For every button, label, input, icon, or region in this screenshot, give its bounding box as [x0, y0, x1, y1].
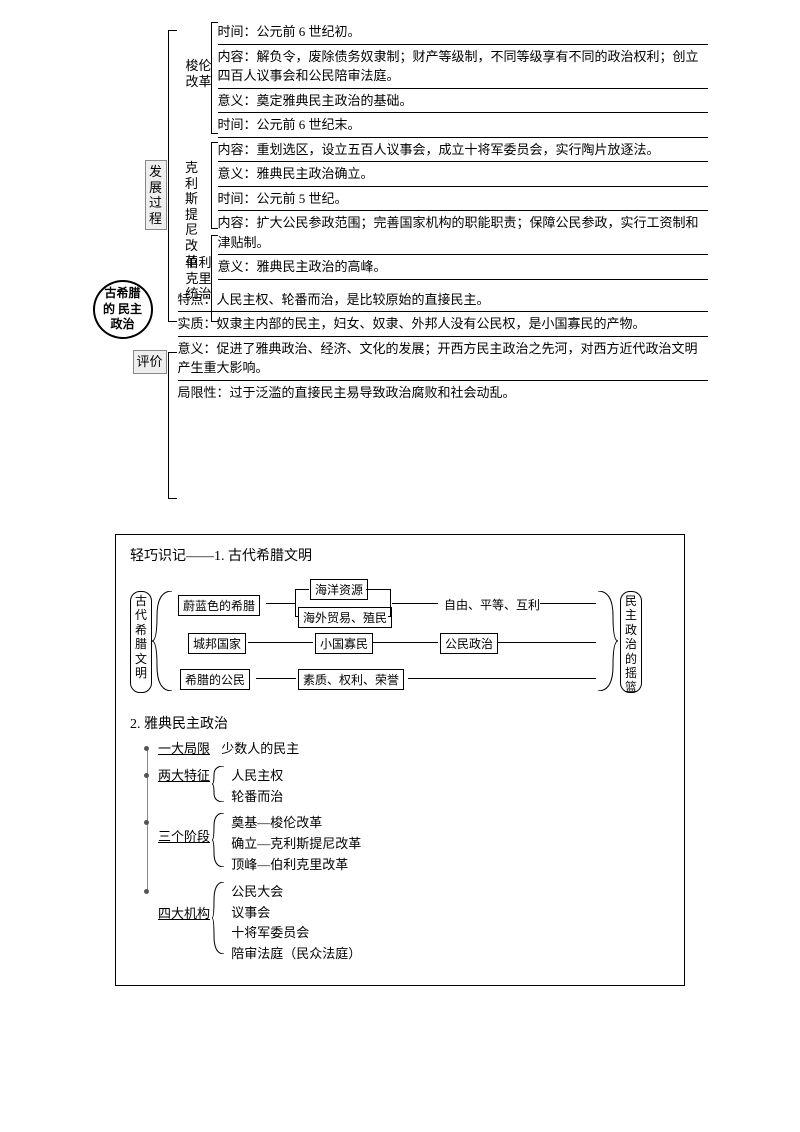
greek-r3b: 素质、权利、荣誉 — [298, 669, 404, 690]
greek-right: 民主政治的摇篮 — [620, 591, 642, 693]
dot-icon — [144, 820, 149, 825]
row4-items: 公民大会 议事会 十将军委员会 陪审法庭（民众法庭） — [231, 882, 361, 965]
clei-content: 内容：重划选区，设立五百人议事会，成立十将军委员会，实行陶片放逐法。 — [218, 138, 708, 163]
greek-r3a: 希腊的公民 — [180, 669, 250, 690]
row2-item-1: 轮番而治 — [231, 787, 283, 808]
summary-box: 轻巧识记——1. 古代希腊文明 古代希腊文明 民主政治的摇篮 蔚蓝色的希腊 海洋… — [115, 534, 685, 986]
row4-item-0: 公民大会 — [231, 882, 361, 903]
peri-time: 时间：公元前 5 世纪。 — [218, 187, 708, 212]
branch-evaluation: 评价 — [133, 350, 167, 374]
solon-time: 时间：公元前 6 世纪初。 — [218, 20, 708, 45]
root-node: 古希腊的 民主政治 — [93, 280, 153, 339]
brace-icon — [212, 813, 226, 867]
solon-content: 内容：解负令，废除债务奴隶制；财产等级制，不同等级享有不同的政治权利；创立四百人… — [218, 45, 708, 89]
greek-r1a: 蔚蓝色的希腊 — [178, 595, 260, 616]
row4-item-1: 议事会 — [231, 903, 361, 924]
eval-feature: 特点：人民主权、轮番而治，是比较原始的直接民主。 — [178, 288, 708, 313]
clei-time: 时间：公元前 6 世纪末。 — [218, 113, 708, 138]
greek-left: 古代希腊文明 — [130, 591, 152, 693]
row1-items: 少数人的民主 — [221, 739, 299, 760]
greek-r1b1: 海洋资源 — [310, 579, 368, 600]
peri-meaning: 意义：雅典民主政治的高峰。 — [218, 255, 708, 280]
row3-item-1: 确立—克利斯提尼改革 — [231, 834, 361, 855]
row3-items: 奠基—梭伦改革 确立—克利斯提尼改革 顶峰—伯利克里改革 — [231, 813, 361, 875]
greek-r2c: 公民政治 — [440, 633, 498, 654]
brace-icon — [212, 766, 226, 802]
brace-left — [152, 591, 174, 691]
bracket-dev — [168, 30, 177, 322]
row2-item-0: 人民主权 — [231, 766, 283, 787]
row2-items: 人民主权 轮番而治 — [231, 766, 283, 808]
eval-limit: 局限性：过于泛滥的直接民主易导致政治腐败和社会动乱。 — [178, 381, 708, 405]
label-clei: 克利斯提尼改革 — [185, 160, 199, 269]
box2-title2: 2. 雅典民主政治 — [130, 713, 670, 733]
row4-label: 四大机构 — [158, 904, 210, 925]
row4-item-3: 陪审法庭（民众法庭） — [231, 944, 361, 965]
branch-development: 发展过程 — [145, 160, 167, 230]
greek-r2a: 城邦国家 — [188, 633, 246, 654]
row3-label: 三个阶段 — [158, 827, 210, 848]
eval-meaning: 意义：促进了雅典政治、经济、文化的发展；开西方民主政治之先河，对西方近代政治文明… — [178, 337, 708, 381]
greek-r1b2: 海外贸易、殖民 — [298, 607, 392, 628]
outline-row-1: 一大局限 少数人的民主 — [150, 739, 670, 760]
solon-meaning: 意义：奠定雅典民主政治的基础。 — [218, 89, 708, 114]
greek-r2b: 小国寡民 — [315, 633, 373, 654]
label-solon: 梭伦 改革 — [185, 58, 213, 89]
bracket-clei — [211, 142, 218, 229]
athens-outline: 一大局限 少数人的民主 两大特征 人民主权 轮番而治 三个阶段 奠基—梭伦改革 … — [150, 739, 670, 965]
dot-icon — [144, 746, 149, 751]
page: 古希腊的 民主政治 发展过程 评价 梭伦 改革 时间：公元前 6 世纪初。 内容… — [0, 0, 800, 1006]
brace-right — [598, 591, 620, 691]
dot-icon — [144, 889, 149, 894]
clei-meaning: 意义：雅典民主政治确立。 — [218, 162, 708, 187]
outline-row-3: 三个阶段 奠基—梭伦改革 确立—克利斯提尼改革 顶峰—伯利克里改革 — [150, 813, 670, 875]
bracket-solon — [211, 22, 218, 134]
row1-label: 一大局限 — [158, 739, 210, 760]
spacer — [0, 404, 800, 534]
label-peri: 伯利克里统治 — [185, 255, 213, 302]
greek-r1c: 自由、平等、互利 — [440, 595, 544, 614]
eval-essence: 实质：奴隶主内部的民主，妇女、奴隶、外邦人没有公民权，是小国寡民的产物。 — [178, 312, 708, 337]
box2-title1: 轻巧识记——1. 古代希腊文明 — [130, 545, 670, 565]
greek-civilization-diagram: 古代希腊文明 民主政治的摇篮 蔚蓝色的希腊 海洋资源 海外贸易、殖民 自由、平等… — [130, 573, 670, 703]
bracket-eval — [168, 352, 177, 499]
row2-label: 两大特征 — [158, 766, 210, 787]
peri-content: 内容：扩大公民参政范围；完善国家机构的职能职责；保障公民参政，实行工资制和津贴制… — [218, 211, 708, 255]
outline-row-2: 两大特征 人民主权 轮番而治 — [150, 766, 670, 808]
outline-row-4: 四大机构 公民大会 议事会 十将军委员会 陪审法庭（民众法庭） — [150, 882, 670, 965]
row3-item-0: 奠基—梭伦改革 — [231, 813, 361, 834]
dot-icon — [144, 773, 149, 778]
bracket-peri — [211, 235, 218, 322]
brace-icon — [212, 882, 226, 954]
diagram-democracy: 古希腊的 民主政治 发展过程 评价 梭伦 改革 时间：公元前 6 世纪初。 内容… — [93, 20, 708, 404]
row3-item-2: 顶峰—伯利克里改革 — [231, 855, 361, 876]
row4-item-2: 十将军委员会 — [231, 923, 361, 944]
